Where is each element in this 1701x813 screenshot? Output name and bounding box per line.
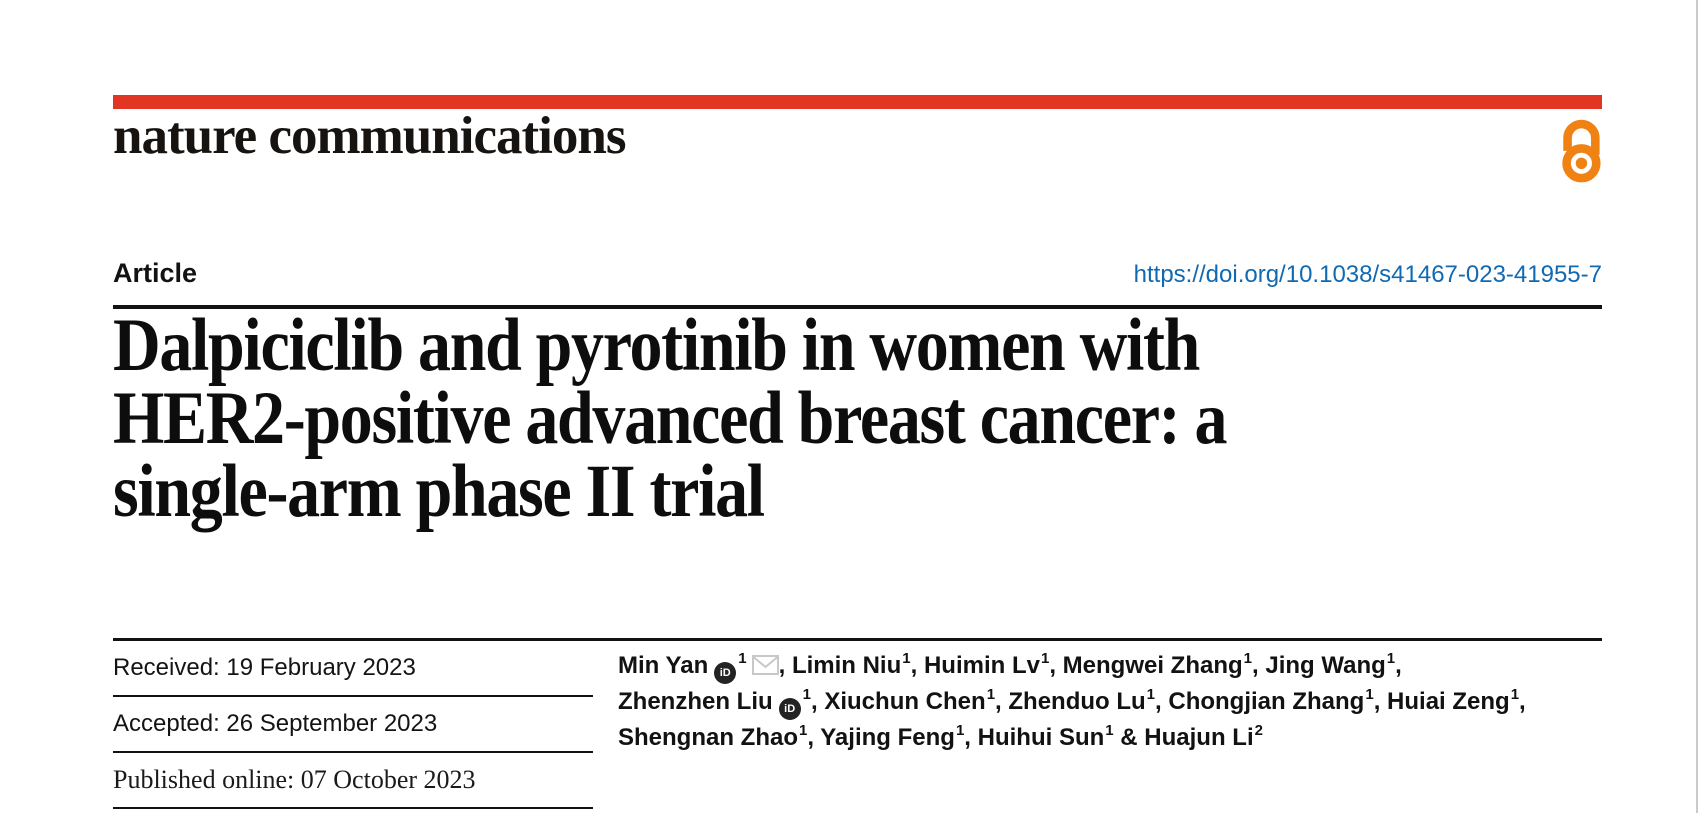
article-type-row: Article https://doi.org/10.1038/s41467-0…	[113, 258, 1602, 289]
author-name: Chongjian Zhang	[1168, 688, 1365, 715]
author-separator: ,	[1519, 688, 1526, 715]
author-affiliation-sup: 1	[1146, 686, 1156, 703]
page-edge-line	[1696, 0, 1698, 813]
title-line: Dalpiciclib and pyrotinib in women with	[113, 304, 1602, 387]
author-affiliation-sup: 1	[802, 686, 811, 703]
history-row: Published online: 07 October 2023	[113, 753, 593, 809]
orcid-icon[interactable]: iD	[714, 662, 737, 684]
doi-link[interactable]: https://doi.org/10.1038/s41467-023-41955…	[1133, 261, 1602, 288]
author-name: Huihui Sun	[977, 724, 1105, 751]
author-name: Huimin Lv	[923, 652, 1040, 679]
author-separator: &	[1113, 724, 1145, 751]
article-type-label: Article	[113, 258, 198, 288]
title-line-1: Dalpiciclib and pyrotinib in women with	[113, 304, 1200, 387]
paper-title: Dalpiciclib and pyrotinib in women with …	[113, 304, 1602, 533]
author-separator: ,	[910, 652, 924, 679]
open-access-lock-icon	[1558, 111, 1602, 185]
author-name: Jing Wang	[1265, 652, 1386, 679]
author-separator: ,	[1395, 652, 1402, 679]
history-row: Received: 19 February 2023	[113, 641, 593, 697]
title-line: HER2-positive advanced breast cancer: a	[113, 377, 1602, 460]
email-envelope-icon[interactable]	[751, 655, 779, 675]
orcid-icon[interactable]: iD	[778, 698, 801, 720]
title-line-2: HER2-positive advanced breast cancer: a	[113, 377, 1228, 460]
author-separator: ,	[778, 652, 792, 679]
author-name: Shengnan Zhao	[618, 724, 798, 751]
publication-history: Received: 19 February 2023 Accepted: 26 S…	[113, 641, 593, 809]
author-affiliation-sup: 1	[1510, 686, 1520, 703]
author-affiliation-sup: 1	[986, 686, 996, 703]
author-affiliation-sup: 1	[1365, 686, 1374, 703]
author-affiliation-sup: 1	[955, 722, 965, 739]
author-separator: ,	[1155, 688, 1169, 715]
author-name: Zhenduo Lu	[1008, 688, 1146, 715]
author-affiliation-sup: 1	[1243, 650, 1252, 667]
history-row: Accepted: 26 September 2023	[113, 697, 593, 753]
author-name: Huajun Li	[1144, 724, 1254, 751]
author-separator: ,	[995, 688, 1009, 715]
meta-top-divider	[113, 638, 1602, 641]
page-content: nature communications Article https://do…	[113, 0, 1602, 813]
author-separator: ,	[1373, 688, 1388, 715]
header-divider	[113, 305, 1602, 309]
author-name: Huiai Zeng	[1387, 688, 1510, 715]
author-separator: ,	[1252, 652, 1266, 679]
author-affiliation-sup: 2	[1254, 722, 1263, 739]
author-separator: ,	[964, 724, 978, 751]
author-name: Mengwei Zhang	[1062, 652, 1243, 679]
author-affiliation-sup: 1	[799, 722, 808, 739]
author-name: Min Yan	[618, 652, 709, 679]
author-separator: ,	[1049, 652, 1063, 679]
author-affiliation-sup: 1	[902, 650, 911, 667]
author-list: Min Yan iD1, Limin Niu1, Huimin Lv1, Meng…	[618, 648, 1618, 756]
author-affiliation-sup: 1	[1386, 650, 1396, 667]
brand-red-bar	[113, 95, 1602, 109]
author-name: Xiuchun Chen	[824, 688, 986, 715]
journal-logo: nature communications	[113, 107, 626, 165]
title-line-3: single-arm phase II trial	[113, 450, 765, 533]
author-name: Limin Niu	[791, 652, 902, 679]
author-affiliation-sup: 1	[1040, 650, 1050, 667]
author-affiliation-sup: 1	[738, 650, 747, 667]
title-line: single-arm phase II trial	[113, 450, 1602, 533]
author-separator: ,	[811, 688, 825, 715]
author-name: Yajing Feng	[820, 724, 955, 751]
author-name: Zhenzhen Liu	[618, 688, 773, 715]
author-affiliation-sup: 1	[1105, 722, 1114, 739]
author-separator: ,	[807, 724, 821, 751]
